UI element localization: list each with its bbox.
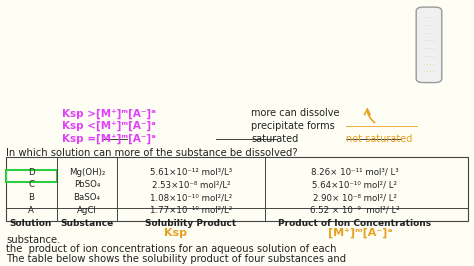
Text: more can dissolve: more can dissolve bbox=[251, 109, 340, 118]
Text: Ksp >[M⁺]ᵐ[A⁻]ᵃ: Ksp >[M⁺]ᵐ[A⁻]ᵃ bbox=[62, 109, 155, 119]
Text: D: D bbox=[27, 168, 34, 177]
Text: . . . .: . . . . bbox=[424, 38, 434, 42]
Text: Solubility Product: Solubility Product bbox=[146, 219, 237, 228]
Text: Ksp =[M⁺]ᵐ[A⁻]ᵃ: Ksp =[M⁺]ᵐ[A⁻]ᵃ bbox=[62, 134, 155, 144]
Text: In which solution can more of the substance be dissolved?: In which solution can more of the substa… bbox=[6, 148, 298, 158]
Text: . . . .: . . . . bbox=[424, 14, 434, 19]
Text: 2.53×10⁻⁸ mol²/L²: 2.53×10⁻⁸ mol²/L² bbox=[152, 180, 230, 189]
Text: Product of Ion Concentrations: Product of Ion Concentrations bbox=[278, 219, 431, 228]
Text: not saturated: not saturated bbox=[346, 134, 412, 144]
Text: . . . .: . . . . bbox=[424, 45, 434, 50]
Text: A: A bbox=[28, 206, 34, 215]
Text: saturated: saturated bbox=[251, 134, 299, 144]
FancyBboxPatch shape bbox=[416, 7, 442, 82]
Text: 6.52 × 10⁻⁹  mol²/ L²: 6.52 × 10⁻⁹ mol²/ L² bbox=[310, 206, 400, 215]
Text: . . . .: . . . . bbox=[424, 30, 434, 35]
Text: [M⁺]ᵐ[A⁻]ᵃ: [M⁺]ᵐ[A⁻]ᵃ bbox=[328, 228, 392, 238]
Text: . . . .: . . . . bbox=[424, 53, 434, 58]
Text: Ksp <[M⁺]ᵐ[A⁻]ᵃ: Ksp <[M⁺]ᵐ[A⁻]ᵃ bbox=[62, 121, 155, 131]
Text: 1.77×10⁻¹⁰ mol²/L²: 1.77×10⁻¹⁰ mol²/L² bbox=[150, 206, 232, 215]
Text: PbSO₄: PbSO₄ bbox=[74, 180, 100, 189]
Text: . . . .: . . . . bbox=[424, 22, 434, 27]
Text: 5.64×10⁻¹⁰ mol²/ L²: 5.64×10⁻¹⁰ mol²/ L² bbox=[312, 180, 398, 189]
Text: 8.26× 10⁻¹¹ mol³/ L³: 8.26× 10⁻¹¹ mol³/ L³ bbox=[311, 168, 399, 177]
Text: AgCl: AgCl bbox=[77, 206, 97, 215]
Text: . . . .: . . . . bbox=[424, 60, 434, 65]
Text: precipitate forms: precipitate forms bbox=[251, 121, 335, 131]
Text: Ksp: Ksp bbox=[164, 228, 187, 238]
Text: Mg(OH)₂: Mg(OH)₂ bbox=[69, 168, 105, 177]
Text: Solution: Solution bbox=[10, 219, 52, 228]
Text: C: C bbox=[28, 180, 34, 189]
Text: substance.: substance. bbox=[6, 235, 60, 244]
Text: The table below shows the solubility product of four substances and: The table below shows the solubility pro… bbox=[6, 254, 346, 264]
Text: . . . .: . . . . bbox=[424, 68, 434, 73]
Text: 1.08×10⁻¹⁰ mol²/L²: 1.08×10⁻¹⁰ mol²/L² bbox=[150, 193, 232, 202]
Text: the  product of ion concentrations for an aqueous solution of each: the product of ion concentrations for an… bbox=[6, 244, 337, 254]
Text: 2.90× 10⁻⁸ mol²/ L²: 2.90× 10⁻⁸ mol²/ L² bbox=[313, 193, 397, 202]
Text: BaSO₄: BaSO₄ bbox=[73, 193, 100, 202]
Text: B: B bbox=[28, 193, 34, 202]
Text: 5.61×10⁻¹² mol³/L³: 5.61×10⁻¹² mol³/L³ bbox=[150, 168, 232, 177]
Text: Substance: Substance bbox=[60, 219, 114, 228]
